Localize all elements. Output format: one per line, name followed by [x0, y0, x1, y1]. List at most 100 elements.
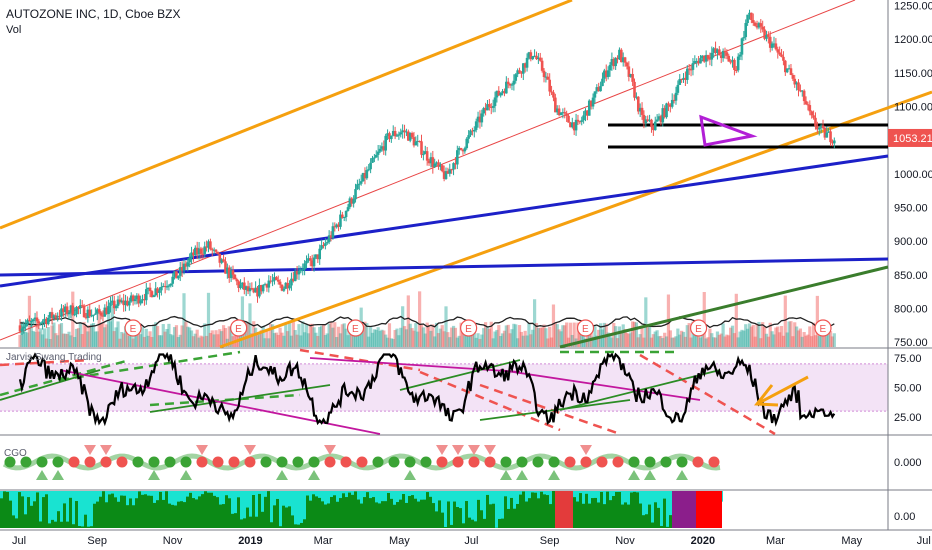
candle-body	[158, 290, 161, 293]
candle-body	[486, 104, 489, 111]
volume-bar	[159, 335, 163, 347]
bottom-cyan-bar	[174, 491, 177, 506]
earnings-marker[interactable]: E	[814, 319, 832, 337]
volume-bar	[321, 324, 326, 347]
bottom-cyan-bar	[549, 491, 552, 505]
bottom-cyan-bar	[603, 491, 606, 505]
volume-bar	[821, 336, 825, 347]
candle-body	[237, 281, 240, 288]
candle-body	[154, 288, 158, 296]
candle-body	[175, 271, 178, 279]
candle-body	[616, 57, 619, 60]
earnings-marker[interactable]: E	[576, 319, 595, 337]
candle-body	[46, 317, 50, 325]
volume-bar	[163, 331, 167, 347]
candle-body	[82, 305, 86, 318]
volume-bar	[712, 337, 716, 347]
bottom-cyan-bar	[423, 491, 426, 500]
earnings-marker[interactable]: E	[124, 319, 142, 337]
candle-body	[433, 163, 436, 167]
cgo-dot	[196, 456, 208, 468]
candle-body	[431, 157, 435, 167]
earnings-circle	[689, 319, 708, 337]
bottom-cyan-bar	[609, 491, 612, 501]
price-tick-label: 800.00	[894, 304, 928, 316]
volume-bar	[180, 325, 184, 347]
volume-bar	[206, 292, 211, 347]
volume-bar	[82, 321, 86, 347]
volume-bar	[451, 325, 456, 347]
volume-bar	[171, 335, 175, 347]
candle-body	[325, 242, 329, 244]
candle-body	[640, 107, 644, 115]
volume-bar	[152, 325, 156, 347]
volume-bar	[384, 334, 388, 347]
candle-body	[380, 146, 384, 149]
volume-bar	[419, 324, 424, 347]
candle-body	[212, 249, 216, 251]
candle-body	[629, 74, 633, 77]
earnings-marker[interactable]: E	[689, 319, 708, 337]
candle-body	[778, 52, 781, 55]
bottom-cyan-bar	[129, 491, 132, 499]
earnings-marker[interactable]: E	[346, 319, 365, 337]
bottom-cyan-bar	[597, 491, 600, 503]
candle-body	[97, 309, 101, 313]
volume-bar	[438, 328, 442, 347]
volume-bar	[167, 323, 171, 347]
earnings-marker[interactable]: E	[230, 319, 248, 337]
jarvis-oscillator-line	[18, 351, 836, 427]
volume-bar	[210, 330, 214, 347]
volume-bar	[544, 328, 548, 347]
volume-bar	[632, 321, 637, 347]
bottom-cyan-bar	[87, 491, 90, 527]
candle-body	[650, 119, 653, 128]
candle-body	[497, 90, 501, 96]
cgo-dot	[308, 456, 320, 468]
candle-body	[601, 78, 604, 87]
candle-body	[303, 263, 306, 270]
bottom-cyan-bar	[420, 491, 423, 500]
candle-body	[378, 148, 382, 152]
volume-bar	[329, 322, 333, 347]
volume-bar	[242, 323, 246, 347]
candle-body	[625, 62, 629, 67]
candle-body	[697, 60, 700, 64]
bottom-cyan-bar	[642, 491, 645, 516]
cgo-down-triangle	[100, 445, 112, 455]
volume-bar	[640, 326, 644, 347]
candle-body	[33, 317, 37, 320]
candle-body	[261, 285, 265, 292]
earnings-marker[interactable]: E	[460, 319, 478, 337]
candle-body	[439, 165, 442, 167]
volume-bar	[715, 331, 720, 347]
volume-bar	[306, 333, 311, 347]
volume-bar	[615, 338, 620, 347]
volume-bar	[282, 335, 286, 347]
earnings-letter: E	[352, 324, 359, 335]
volume-bar	[312, 327, 316, 347]
volume-bar	[776, 326, 780, 347]
volume-bar	[154, 322, 158, 347]
candle-body	[120, 300, 124, 303]
candle-body	[103, 307, 107, 317]
bottom-cyan-bar	[30, 491, 33, 506]
candle-body	[352, 199, 355, 204]
volume-bar	[120, 331, 124, 347]
candle-body	[557, 108, 561, 116]
candle-body	[250, 288, 254, 290]
bottom-cyan-bar	[363, 491, 366, 498]
bottom-cyan-bar	[33, 491, 36, 502]
volume-bar	[67, 331, 71, 347]
candle-body	[131, 295, 135, 302]
triangle-pattern	[699, 114, 758, 147]
volume-bar	[191, 336, 196, 347]
volume-bar	[657, 336, 661, 347]
candle-body	[295, 271, 299, 275]
bottom-cyan-bar	[303, 491, 306, 520]
volume-bar	[723, 336, 727, 347]
candle-body	[682, 77, 685, 80]
candle-body	[610, 58, 614, 65]
bottom-cyan-bar	[84, 491, 87, 515]
